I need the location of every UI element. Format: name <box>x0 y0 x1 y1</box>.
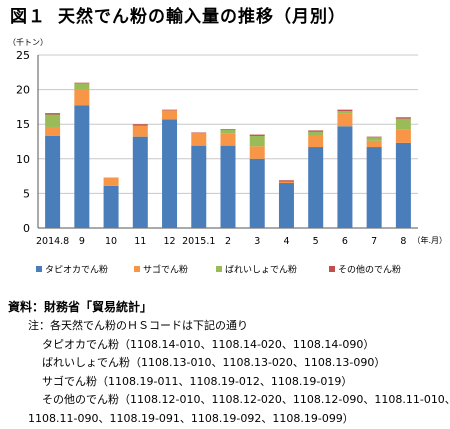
bar-segment-tapioca <box>132 136 148 228</box>
y-tick-label: 20 <box>16 84 30 97</box>
legend-label: ばれいしょでん粉 <box>225 264 297 276</box>
bar-segment-tapioca <box>308 147 324 228</box>
x-tick-label: 7 <box>371 236 377 247</box>
bar-segment-potato <box>74 83 90 90</box>
y-tick-label: 15 <box>16 118 30 131</box>
bar-segment-potato <box>249 135 265 147</box>
bar-segment-other <box>74 82 90 84</box>
bar-segment-tapioca <box>45 135 61 228</box>
x-tick-label: 6 <box>342 236 348 247</box>
x-tick-label: 3 <box>254 236 260 247</box>
x-tick-label: 5 <box>313 236 319 247</box>
bar-segment-potato <box>308 131 324 136</box>
bar-segment-other <box>337 109 353 112</box>
bar-segment-sago <box>162 110 178 120</box>
bar-segment-tapioca <box>249 158 265 228</box>
bar-segment-sago <box>132 125 148 137</box>
x-tick-label: 10 <box>105 236 117 247</box>
legend-swatch <box>329 266 335 272</box>
bar-segment-tapioca <box>103 185 119 228</box>
legend-label: タピオカでん粉 <box>45 264 108 276</box>
bar-segment-other <box>191 132 207 134</box>
x-tick-label: 4 <box>283 236 289 247</box>
bar-segment-sago <box>278 181 294 184</box>
figure-number: 図１ <box>10 7 46 27</box>
bar-segment-other <box>132 124 148 126</box>
bar-segment-other <box>278 180 294 182</box>
note-other: その他のでん粉（1108.12-010、1108.12-020、1108.12-… <box>42 393 450 407</box>
bar-segment-other <box>162 109 178 111</box>
bar-segment-sago <box>103 177 119 186</box>
y-tick-label: 5 <box>23 187 30 200</box>
bar-segment-other <box>308 130 324 132</box>
legend-label: サゴでん粉 <box>143 264 188 276</box>
note-other-cont: 1108.11-090、1108.19-091、1108.19-092、1108… <box>28 411 354 425</box>
bar-segment-sago <box>74 89 90 106</box>
y-tick-label: 0 <box>23 222 30 235</box>
bar-segment-other <box>249 134 265 136</box>
bar-segment-tapioca <box>220 145 236 228</box>
bar-segment-potato <box>366 137 382 141</box>
y-axis-label: （千トン） <box>8 37 48 47</box>
bar-segment-potato <box>45 114 61 127</box>
x-tick-label: 8 <box>400 236 406 247</box>
legend-swatch <box>216 266 222 272</box>
y-tick-label: 10 <box>16 153 30 166</box>
bar-segment-tapioca <box>366 147 382 228</box>
note-sago: サゴでん粉（1108.19-011、1108.19-012、1108.19-01… <box>42 374 353 388</box>
bar-segment-tapioca <box>395 142 411 228</box>
x-tick-label: 12 <box>163 236 175 247</box>
bar-segment-sago <box>308 135 324 148</box>
bar-segment-tapioca <box>278 183 294 228</box>
source-note: 資料：財務省「貿易統計」 <box>8 300 153 314</box>
note-tapioca: タピオカでん粉（1108.14-010、1108.14-020、1108.14-… <box>42 337 375 351</box>
bar-segment-sago <box>45 126 61 136</box>
bar-segment-tapioca <box>191 145 207 228</box>
bar-segment-sago <box>366 140 382 148</box>
note-potato: ばれいしょでん粉（1108.13-010、1108.13-020、1108.13… <box>42 356 386 370</box>
bar-segment-sago <box>395 129 411 143</box>
bar-segment-tapioca <box>337 126 353 228</box>
x-tick-label: 11 <box>134 236 146 247</box>
x-tick-label: 2014.8 <box>36 236 69 247</box>
bar-segment-sago <box>249 146 265 159</box>
x-tick-label: 9 <box>79 236 85 247</box>
bar-segment-potato <box>395 118 411 130</box>
bar-segment-sago <box>220 133 236 146</box>
bar-segment-sago <box>191 133 207 146</box>
bar-segment-other <box>220 129 236 130</box>
note-header: 注：各天然でん粉のＨＳコードは下記の通り <box>28 319 248 332</box>
legend-swatch <box>36 266 42 272</box>
bar-segment-potato <box>220 129 236 134</box>
y-tick-label: 25 <box>16 49 30 62</box>
x-tick-label: 2 <box>225 236 231 247</box>
legend-label: その他のでん粉 <box>338 264 401 276</box>
bar-segment-other <box>366 136 382 138</box>
legend-swatch <box>134 266 140 272</box>
bar-segment-potato <box>337 111 353 114</box>
bar-segment-tapioca <box>162 119 178 228</box>
bar-segment-other <box>395 117 411 119</box>
x-tick-label: 2015.1 <box>182 236 215 247</box>
bar-segment-sago <box>337 113 353 127</box>
figure-title: 天然でん粉の輸入量の推移（月別） <box>58 7 346 27</box>
bar-segment-other <box>45 113 61 115</box>
chart-title: 図１ 天然でん粉の輸入量の推移（月別） <box>10 2 346 27</box>
x-axis-label: （年.月） <box>412 235 447 245</box>
hs-code-notes: 注：各天然でん粉のＨＳコードは下記の通り タピオカでん粉（1108.14-010… <box>28 317 450 429</box>
bar-segment-tapioca <box>74 105 90 228</box>
